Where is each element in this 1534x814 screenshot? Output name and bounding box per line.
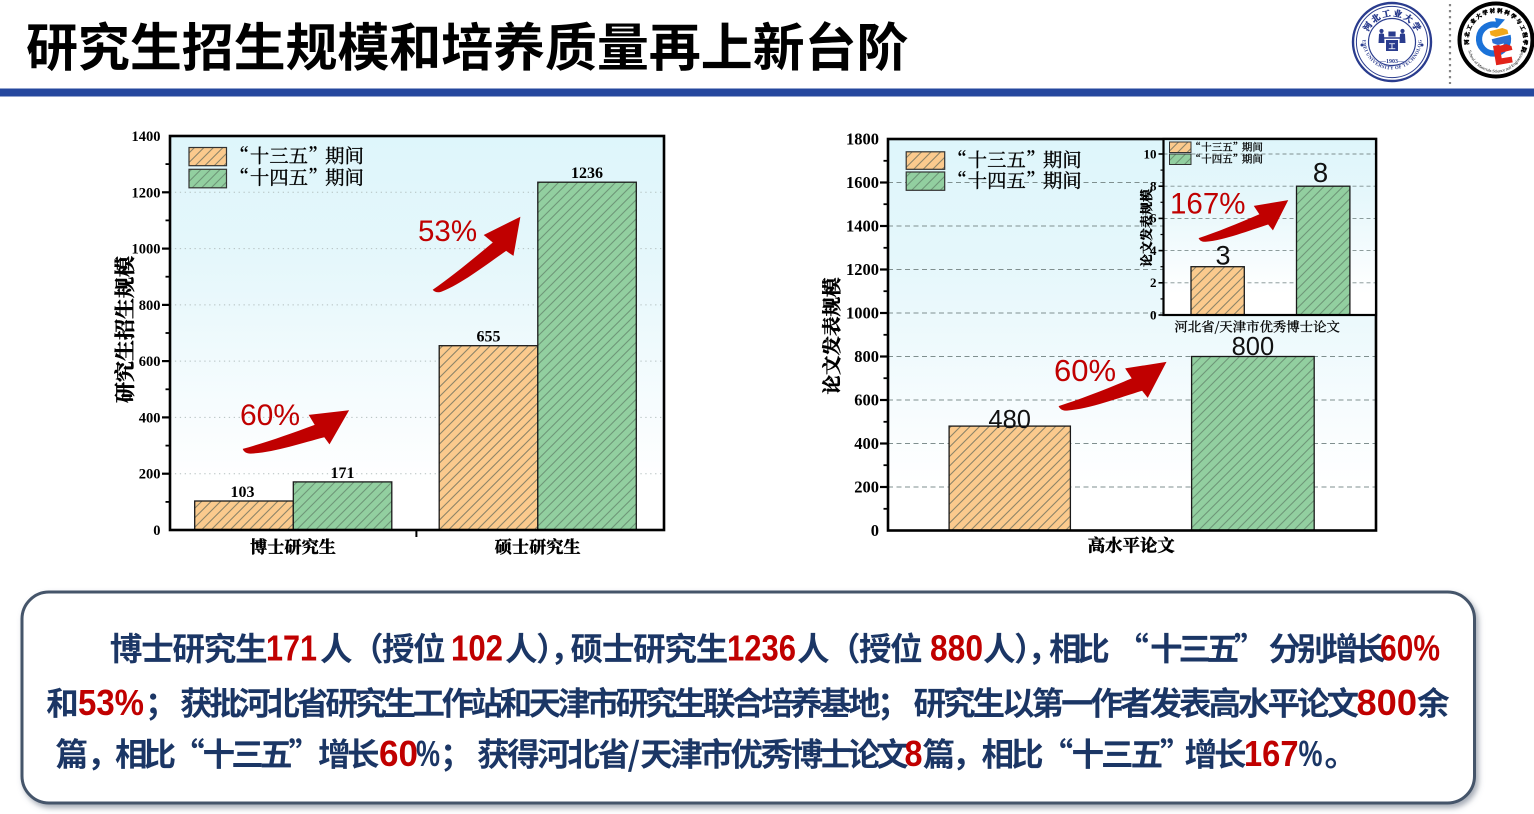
svg-text:53%: 53% bbox=[78, 682, 144, 723]
svg-text:8: 8 bbox=[1150, 179, 1157, 194]
svg-text:171: 171 bbox=[331, 465, 355, 482]
svg-text:3: 3 bbox=[1215, 241, 1230, 271]
svg-text:1236: 1236 bbox=[727, 628, 796, 669]
svg-text:1200: 1200 bbox=[846, 260, 879, 279]
svg-text:0: 0 bbox=[1150, 307, 1157, 322]
svg-text:53%: 53% bbox=[418, 215, 477, 248]
svg-text:4: 4 bbox=[1150, 243, 1157, 258]
svg-text:1400: 1400 bbox=[846, 217, 879, 236]
svg-text:102: 102 bbox=[451, 628, 503, 669]
svg-text:1236: 1236 bbox=[571, 165, 603, 182]
svg-text:—1903—: —1903— bbox=[1379, 59, 1405, 65]
svg-text:2: 2 bbox=[1150, 275, 1157, 290]
svg-text:10: 10 bbox=[1144, 146, 1157, 161]
svg-text:400: 400 bbox=[854, 434, 879, 453]
svg-text:103: 103 bbox=[231, 484, 255, 501]
svg-text:8: 8 bbox=[905, 733, 923, 774]
svg-text:工: 工 bbox=[1389, 43, 1396, 51]
svg-text:1800: 1800 bbox=[846, 130, 879, 149]
svg-text:800: 800 bbox=[139, 298, 161, 314]
svg-text:0: 0 bbox=[153, 523, 160, 539]
svg-text:1400: 1400 bbox=[132, 129, 161, 145]
svg-text:60: 60 bbox=[379, 733, 418, 774]
svg-text:0: 0 bbox=[871, 521, 879, 540]
svg-text:1000: 1000 bbox=[846, 304, 879, 323]
svg-text:8: 8 bbox=[1313, 157, 1328, 188]
svg-text:6: 6 bbox=[1150, 211, 1157, 226]
svg-text:200: 200 bbox=[139, 467, 161, 483]
svg-text:%: % bbox=[1299, 733, 1323, 774]
svg-text:800: 800 bbox=[1357, 682, 1418, 723]
svg-text:400: 400 bbox=[139, 410, 161, 426]
svg-text:800: 800 bbox=[854, 347, 879, 366]
svg-text:167: 167 bbox=[1244, 733, 1299, 774]
svg-text:655: 655 bbox=[477, 329, 501, 346]
svg-text:1600: 1600 bbox=[846, 173, 879, 192]
svg-text:60%: 60% bbox=[240, 399, 300, 432]
svg-text:171: 171 bbox=[266, 628, 317, 669]
svg-text:1000: 1000 bbox=[132, 242, 161, 258]
svg-text:%: % bbox=[416, 733, 440, 774]
svg-text:880: 880 bbox=[930, 628, 983, 669]
svg-text:600: 600 bbox=[854, 391, 879, 410]
svg-text:800: 800 bbox=[1232, 333, 1275, 361]
svg-text:1200: 1200 bbox=[132, 185, 161, 201]
svg-text:60%: 60% bbox=[1054, 353, 1116, 388]
svg-text:60%: 60% bbox=[1380, 628, 1440, 669]
svg-text:480: 480 bbox=[988, 406, 1031, 434]
svg-text:600: 600 bbox=[139, 354, 161, 370]
svg-text:167%: 167% bbox=[1170, 188, 1245, 221]
svg-text:200: 200 bbox=[854, 478, 879, 497]
